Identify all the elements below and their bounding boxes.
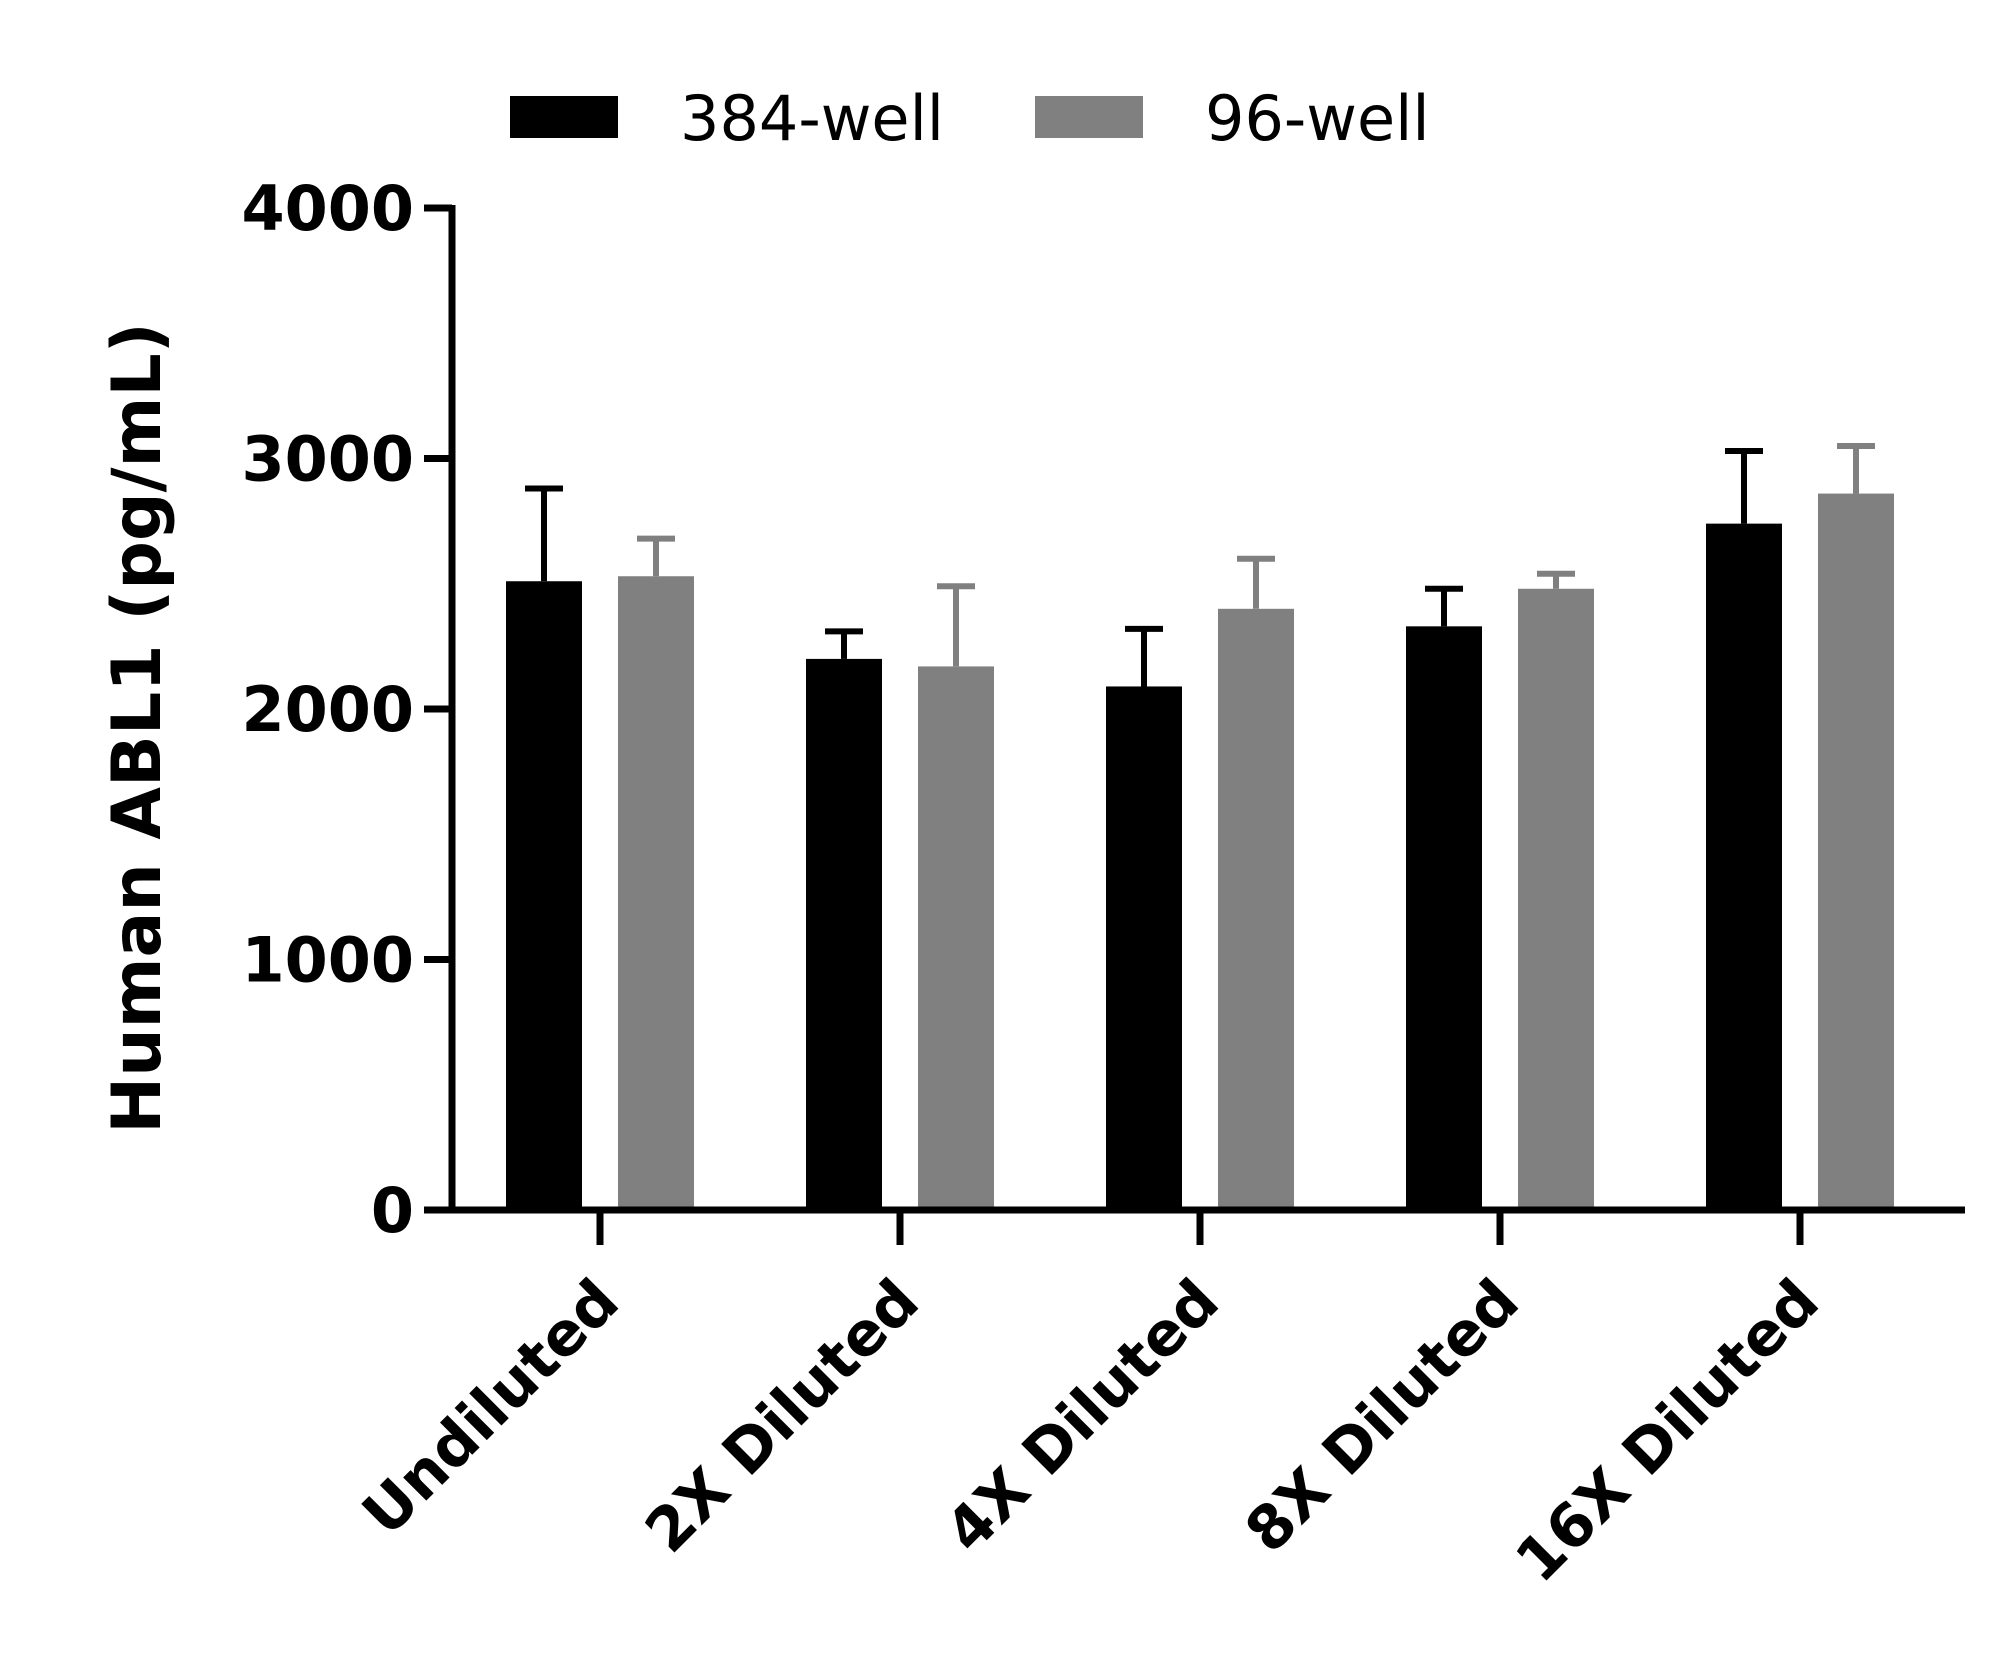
y-tick-label-4000: 4000 bbox=[241, 172, 414, 245]
x-tick-label-2X-Diluted: 2X Diluted bbox=[632, 1266, 932, 1566]
x-ticks: Undiluted 2X Diluted 4X Diluted 8X Diluted1… bbox=[349, 1210, 1833, 1596]
x-tick-label-8X-Diluted: 8X Diluted bbox=[1232, 1266, 1532, 1566]
bar-384-well-2X-Diluted bbox=[806, 658, 882, 1210]
bar-96-well-4X-Diluted bbox=[1218, 608, 1294, 1210]
bar-384-well-Undiluted bbox=[506, 581, 582, 1210]
error-bars bbox=[525, 442, 1875, 687]
x-tick-label-4X-Diluted: 4X Diluted bbox=[932, 1266, 1232, 1566]
y-tick-label-0: 0 bbox=[371, 1174, 414, 1247]
bar-96-well-8X-Diluted bbox=[1518, 588, 1594, 1210]
bar-384-well-16X-Diluted bbox=[1706, 523, 1782, 1210]
y-tick-label-2000: 2000 bbox=[241, 673, 414, 746]
legend: 384-well 96-well bbox=[510, 82, 1430, 155]
bar-96-well-Undiluted bbox=[618, 576, 694, 1210]
y-tick-label-1000: 1000 bbox=[241, 924, 414, 997]
x-tick-label-16X-Diluted: 16X Diluted bbox=[1503, 1266, 1833, 1596]
bar-96-well-2X-Diluted bbox=[918, 666, 994, 1210]
bar-96-well-16X-Diluted bbox=[1818, 493, 1894, 1210]
y-axis-title: Human ABL1 (pg/mL) bbox=[98, 322, 177, 1133]
y-tick-label-3000: 3000 bbox=[241, 423, 414, 496]
bar-384-well-8X-Diluted bbox=[1406, 626, 1482, 1210]
legend-label-384-well: 384-well bbox=[680, 82, 944, 155]
y-ticks: 0 1000 2000 3000 4000 bbox=[241, 172, 452, 1247]
legend-swatch-384-well bbox=[510, 96, 618, 138]
x-tick-label-Undiluted: Undiluted bbox=[349, 1266, 632, 1549]
bars bbox=[506, 493, 1894, 1210]
legend-label-96-well: 96-well bbox=[1205, 82, 1430, 155]
bar-384-well-4X-Diluted bbox=[1106, 686, 1182, 1210]
legend-swatch-96-well bbox=[1035, 96, 1143, 138]
